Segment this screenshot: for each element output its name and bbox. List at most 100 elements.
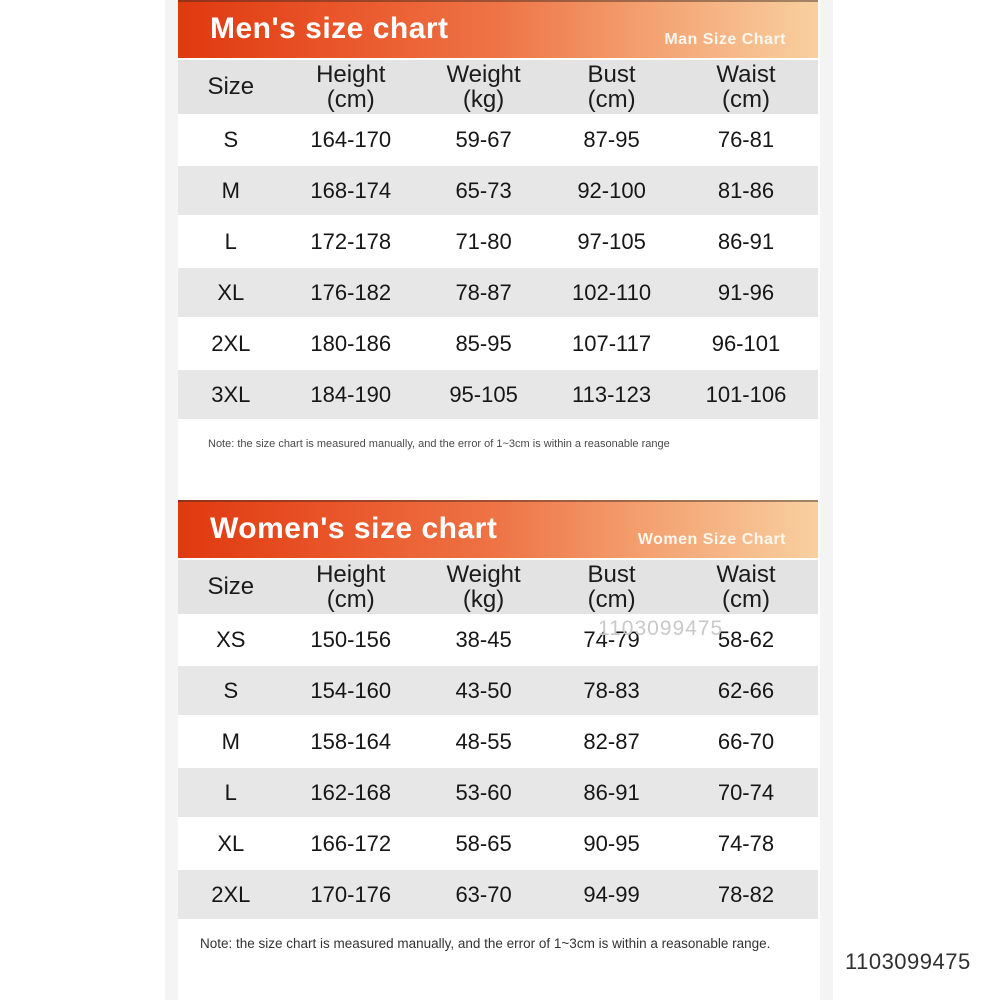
header-weight-label: Weight — [446, 560, 521, 588]
cell-height: 162-168 — [310, 779, 392, 805]
cell-waist: 81-86 — [717, 177, 775, 203]
cell-height: 184-190 — [310, 381, 392, 407]
mens-table-body: S 164-170 59-67 87-95 76-81 M 168-174 65… — [178, 114, 818, 420]
mens-note-text: Note: the size chart is measured manuall… — [208, 438, 670, 450]
cell-size: 2XL — [211, 330, 251, 356]
cell-bust: 86-91 — [583, 779, 640, 805]
header-cell-weight: Weight (kg) — [418, 62, 549, 112]
cell-height: 180-186 — [310, 330, 392, 356]
table-row: M 158-164 48-55 82-87 66-70 — [178, 716, 818, 767]
table-row: S 164-170 59-67 87-95 76-81 — [178, 114, 818, 165]
cell-bust: 74-79 — [583, 626, 640, 652]
mens-table-header-row: Size Height (cm) Weight (kg) Bust (cm) Wais… — [178, 60, 818, 114]
cell-waist: 78-82 — [717, 881, 775, 907]
header-height-label: Height — [316, 60, 386, 88]
cell-bust: 113-123 — [572, 381, 652, 407]
cell-waist: 66-70 — [717, 728, 775, 754]
header-bust-unit: (cm) — [587, 86, 636, 113]
table-row: 2XL 180-186 85-95 107-117 96-101 — [178, 318, 818, 369]
cell-height: 172-178 — [310, 228, 392, 254]
womens-table-body: XS 150-156 38-45 74-79 58-62 S 154-160 4… — [178, 614, 818, 920]
cell-waist: 76-81 — [717, 126, 775, 152]
cell-size: XL — [217, 830, 245, 856]
womens-banner-title: Women's size chart — [210, 512, 498, 545]
cell-waist: 96-101 — [711, 330, 781, 356]
table-row: M 168-174 65-73 92-100 81-86 — [178, 165, 818, 216]
header-cell-height: Height (cm) — [284, 62, 418, 112]
header-bust-unit: (cm) — [587, 586, 636, 613]
cell-size: M — [221, 177, 240, 203]
header-cell-size: Size — [178, 574, 284, 599]
cell-weight: 58-65 — [455, 830, 512, 856]
header-bust-label: Bust — [587, 560, 636, 588]
cell-weight: 78-87 — [455, 279, 512, 305]
cell-bust: 82-87 — [583, 728, 640, 754]
mens-banner-title: Men's size chart — [210, 12, 449, 45]
womens-table-header-row: Size Height (cm) Weight (kg) Bust (cm) Wais… — [178, 560, 818, 614]
cell-height: 164-170 — [310, 126, 392, 152]
cell-waist: 62-66 — [717, 677, 775, 703]
cell-bust: 87-95 — [583, 126, 640, 152]
header-bust-label: Bust — [587, 60, 636, 88]
cell-waist: 70-74 — [717, 779, 775, 805]
header-waist-label: Waist — [716, 560, 776, 588]
cell-size: XL — [217, 279, 245, 305]
left-gutter — [165, 0, 178, 1000]
cell-waist: 91-96 — [717, 279, 775, 305]
header-height-unit: (cm) — [326, 86, 375, 113]
cell-size: S — [223, 677, 239, 703]
womens-note-text: Note: the size chart is measured manuall… — [200, 936, 771, 951]
cell-weight: 53-60 — [455, 779, 512, 805]
header-cell-size: Size — [178, 74, 284, 99]
womens-banner-subtitle: Women Size Chart — [637, 531, 786, 548]
table-row: S 154-160 43-50 78-83 62-66 — [178, 665, 818, 716]
cell-size: L — [224, 228, 237, 254]
size-chart-content: Men's size chart Man Size Chart Size Hei… — [178, 0, 818, 951]
cell-bust: 102-110 — [572, 279, 652, 305]
cell-bust: 94-99 — [583, 881, 640, 907]
cell-height: 150-156 — [310, 626, 392, 652]
cell-waist: 58-62 — [717, 626, 775, 652]
header-waist-label: Waist — [716, 60, 776, 88]
header-weight-unit: (kg) — [462, 586, 505, 613]
header-cell-bust: Bust (cm) — [549, 562, 674, 612]
cell-bust: 92-100 — [577, 177, 646, 203]
womens-size-chart-section: Women's size chart Women Size Chart Size… — [178, 500, 818, 951]
table-row: XL 166-172 58-65 90-95 74-78 — [178, 818, 818, 869]
cell-height: 168-174 — [310, 177, 392, 203]
cell-height: 170-176 — [310, 881, 392, 907]
header-cell-height: Height (cm) — [284, 562, 418, 612]
header-cell-weight: Weight (kg) — [418, 562, 549, 612]
cell-weight: 59-67 — [455, 126, 512, 152]
table-row: 3XL 184-190 95-105 113-123 101-106 — [178, 369, 818, 420]
cell-bust: 78-83 — [583, 677, 640, 703]
cell-weight: 38-45 — [455, 626, 512, 652]
cell-weight: 71-80 — [455, 228, 512, 254]
womens-banner: Women's size chart Women Size Chart — [178, 500, 818, 558]
table-row: XL 176-182 78-87 102-110 91-96 — [178, 267, 818, 318]
cell-bust: 97-105 — [577, 228, 646, 254]
cell-size: XS — [216, 626, 246, 652]
mens-banner: Men's size chart Man Size Chart — [178, 0, 818, 58]
header-weight-unit: (kg) — [462, 86, 505, 113]
cell-size: 2XL — [211, 881, 251, 907]
right-gutter — [820, 0, 833, 1000]
cell-size: L — [224, 779, 237, 805]
mens-note-area: Note: the size chart is measured manuall… — [178, 420, 818, 500]
header-size-label: Size — [207, 573, 255, 601]
cell-height: 176-182 — [310, 279, 392, 305]
header-size-label: Size — [207, 73, 255, 101]
cell-height: 158-164 — [310, 728, 392, 754]
cell-weight: 43-50 — [455, 677, 512, 703]
table-row: XS 150-156 38-45 74-79 58-62 — [178, 614, 818, 665]
mens-size-chart-section: Men's size chart Man Size Chart Size Hei… — [178, 0, 818, 500]
header-weight-label: Weight — [446, 60, 521, 88]
table-row: 2XL 170-176 63-70 94-99 78-82 — [178, 869, 818, 920]
cell-bust: 90-95 — [583, 830, 640, 856]
cell-weight: 48-55 — [455, 728, 512, 754]
header-waist-unit: (cm) — [721, 586, 770, 613]
cell-weight: 63-70 — [455, 881, 512, 907]
header-waist-unit: (cm) — [721, 86, 770, 113]
cell-waist: 86-91 — [717, 228, 775, 254]
cell-weight: 65-73 — [455, 177, 512, 203]
